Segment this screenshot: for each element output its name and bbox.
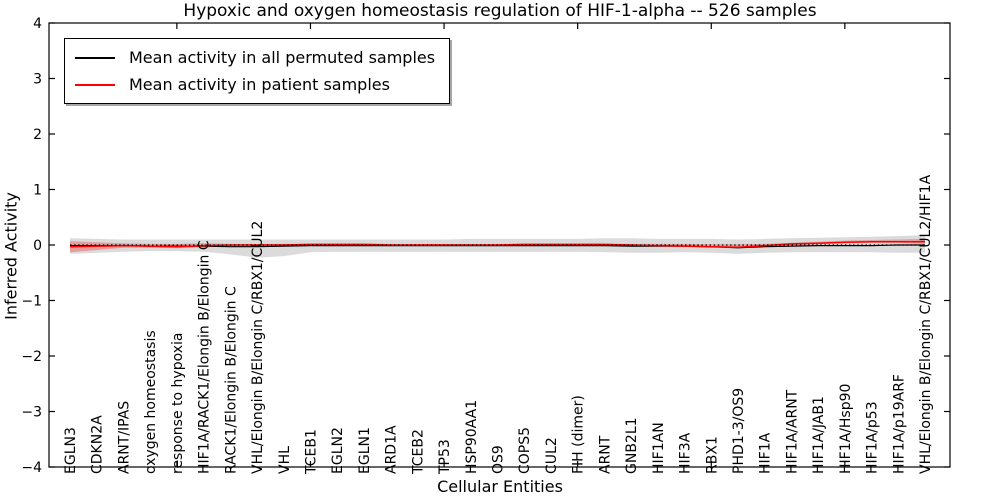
x-category-label: HIF3A [678,432,694,474]
legend-entry-label: Mean activity in patient samples [129,75,390,94]
y-tick-label: −2 [21,349,42,365]
x-axis-label: Cellular Entities [437,477,563,496]
legend: Mean activity in all permuted samples Me… [64,38,451,104]
series-lines [69,240,925,249]
x-category-label: VHL [277,446,293,474]
legend-entry-label: Mean activity in all permuted samples [129,48,436,67]
y-tick-label: 1 [33,183,42,199]
axes-and-ticks [48,22,951,468]
x-category-label: response to hypoxia [170,333,186,474]
y-tick-label: −3 [21,405,42,421]
y-tick-label: −1 [21,294,42,310]
x-category-label: EGLN1 [357,427,373,474]
x-category-label: COPS5 [517,427,533,474]
x-category-label: EGLN3 [63,427,79,474]
x-category-label: RBX1 [704,436,720,474]
x-category-label: VHL/Elongin B/Elongin C/RBX1/CUL2/HIF1A [918,174,934,474]
x-category-label: OS9 [491,445,507,474]
x-category-label: TCEB1 [304,429,320,475]
x-category-label: HIF1AN [651,422,667,474]
y-tick-label: 3 [33,72,42,88]
x-category-label: ARD1A [384,425,400,474]
x-category-label: HSP90AA1 [464,400,480,474]
y-axis-label: Inferred Activity [1,192,21,320]
y-tick-labels: 4 3 2 1 0 −1 −2 −3 −4 [21,16,42,476]
x-category-label: ARNT/IPAS [116,401,132,474]
x-category-label: FIH (dimer) [571,395,587,474]
legend-line-sample-black [75,56,115,59]
x-category-label: PHD1-3/OS9 [731,388,747,474]
x-category-label: ARNT [597,435,613,474]
permuted-samples-range-band [70,235,925,258]
y-tick-label: 0 [33,238,42,254]
x-category-label: EGLN2 [330,427,346,474]
x-category-label: TP53 [437,439,453,475]
x-category-label: HIF1A/p53 [865,401,881,474]
legend-entry-patient: Mean activity in patient samples [75,71,435,98]
legend-line-sample-red [75,83,115,86]
x-category-labels: EGLN3 CDKN2A ARNT/IPAS oxygen homeostasis re… [63,174,934,475]
x-category-label: oxygen homeostasis [143,330,159,474]
chart-title: Hypoxic and oxygen homeostasis regulatio… [183,1,817,21]
x-category-label: VHL/Elongin B/Elongin C/RBX1/CUL2 [250,221,266,474]
x-category-label: TCEB2 [410,429,426,475]
x-category-label: HIF1A/RACK1/Elongin B/Elongin C [197,240,213,474]
x-category-label: HIF1A/JAB1 [811,396,827,474]
x-category-label: HIF1A/ARNT [784,389,800,474]
legend-entry-permuted: Mean activity in all permuted samples [75,44,435,71]
x-category-label: HIF1A/p19ARF [891,374,907,474]
y-tick-label: 4 [33,16,42,32]
x-category-label: HIF1A [758,432,774,474]
y-tick-label: −4 [21,460,42,476]
x-category-label: CUL2 [544,437,560,474]
x-category-label: HIF1A/Hsp90 [838,384,854,474]
y-tick-label: 2 [33,127,42,143]
x-category-label: CDKN2A [90,415,106,474]
x-category-label: GNB2L1 [624,417,640,474]
x-category-label: RACK1/Elongin B/Elongin C [223,286,239,474]
